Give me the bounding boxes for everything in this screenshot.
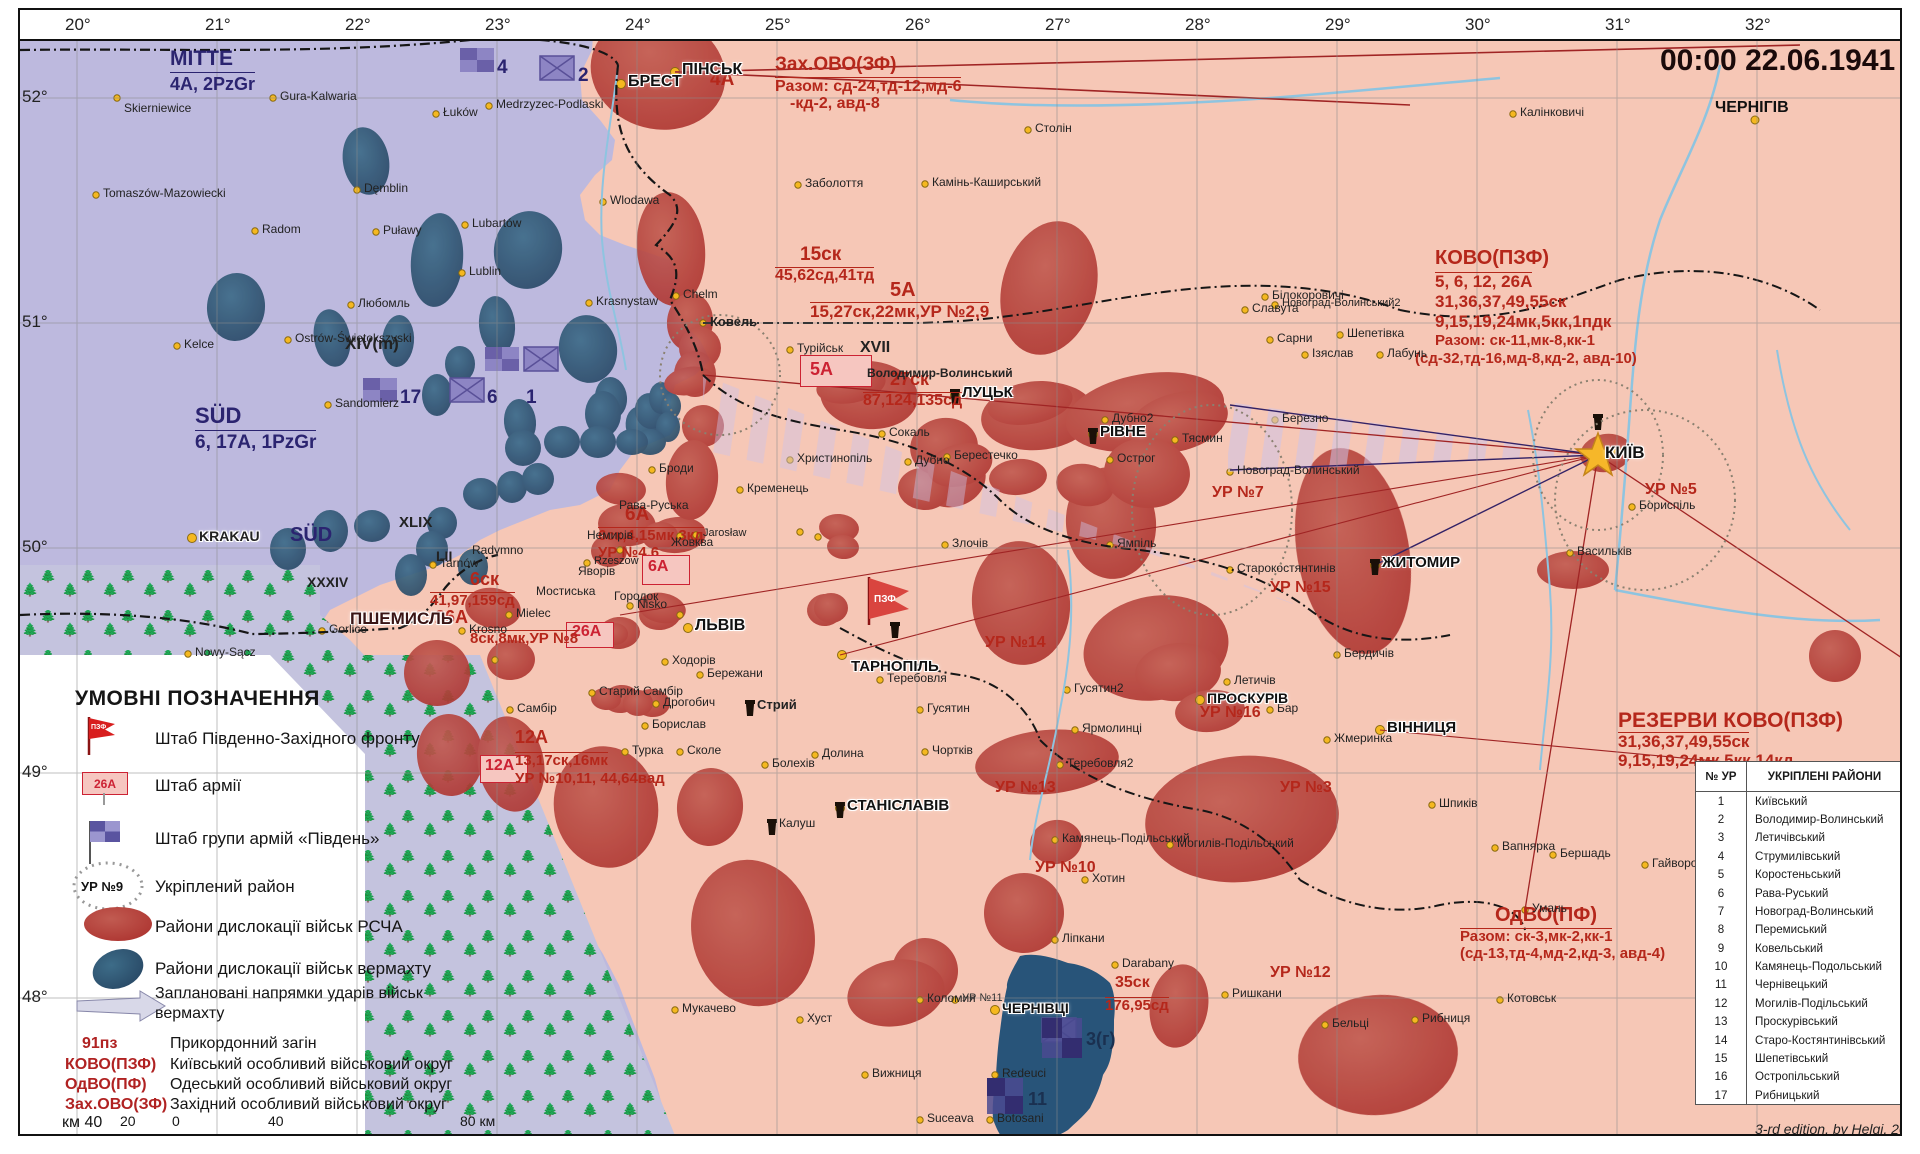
svg-text:2: 2 bbox=[578, 65, 589, 86]
svg-text:4: 4 bbox=[497, 57, 508, 78]
svg-text:УР №9: УР №9 bbox=[81, 879, 123, 894]
svg-text:11: 11 bbox=[1028, 1089, 1047, 1109]
svg-text:6: 6 bbox=[487, 387, 498, 408]
svg-text:ПЗФ: ПЗФ bbox=[874, 594, 896, 605]
svg-text:ПЗФ: ПЗФ bbox=[91, 724, 106, 731]
svg-text:3(г): 3(г) bbox=[1086, 1029, 1116, 1049]
svg-text:17: 17 bbox=[400, 387, 421, 408]
svg-text:1: 1 bbox=[526, 387, 537, 408]
